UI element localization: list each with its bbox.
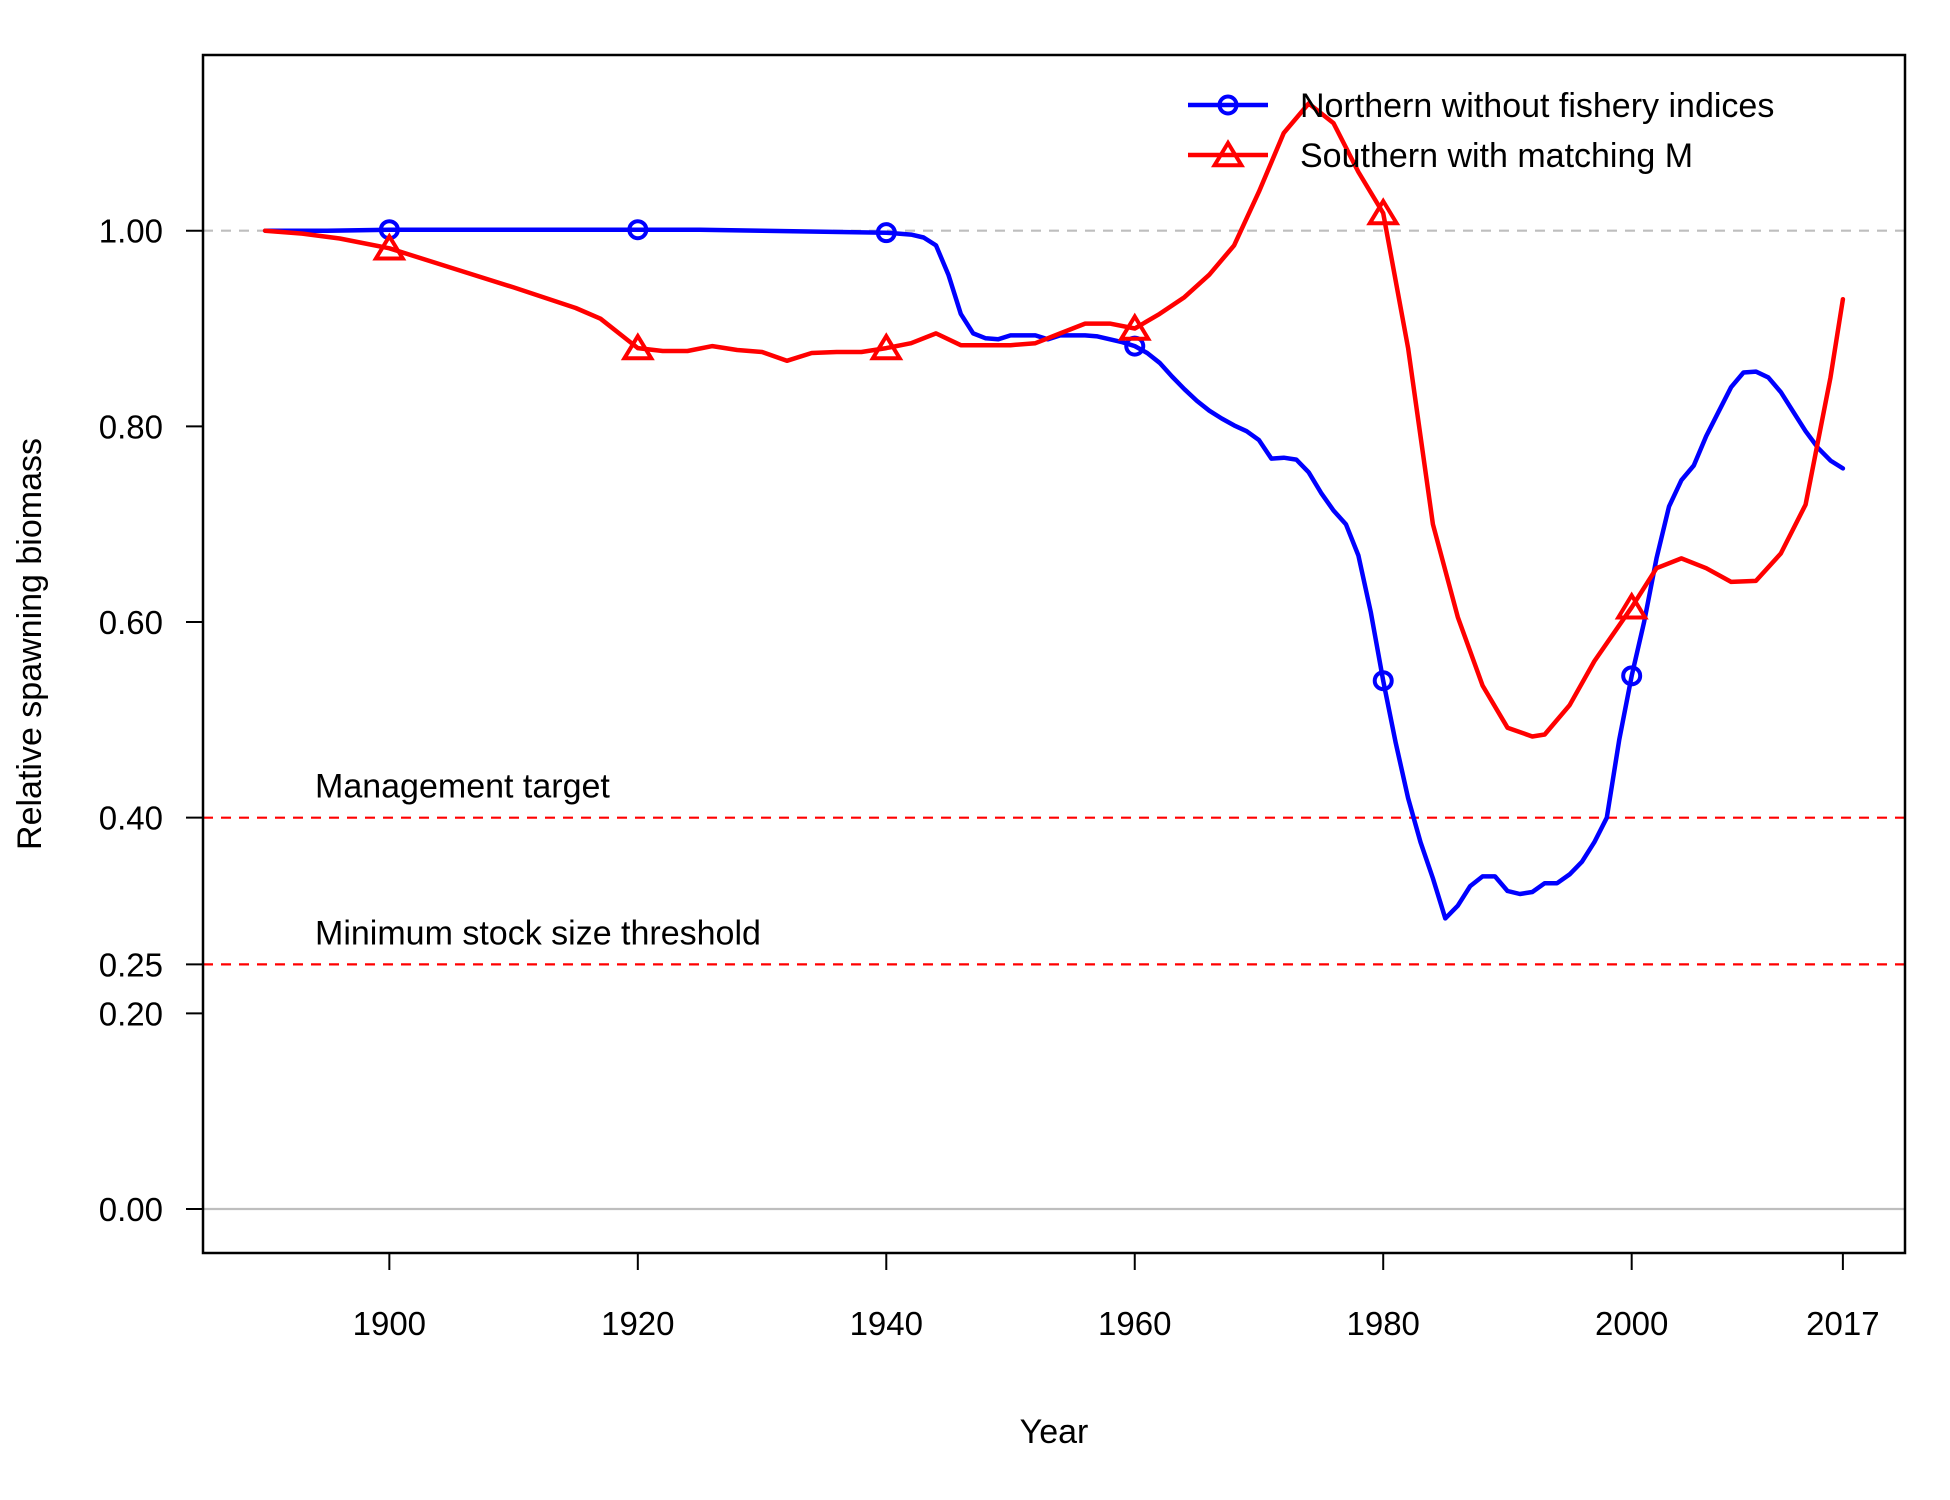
data-point-marker — [1372, 670, 1394, 692]
x-tick-label: 1980 — [1347, 1305, 1420, 1342]
series-southern — [262, 101, 1846, 739]
y-tick-label: 0.00 — [99, 1191, 163, 1228]
data-point-marker — [620, 332, 655, 361]
x-tick-label: 1900 — [353, 1305, 426, 1342]
y-tick-label: 0.25 — [99, 946, 163, 983]
y-tick-label: 0.40 — [99, 800, 163, 837]
y-axis-title: Relative spawning biomass — [11, 438, 49, 850]
data-point-marker — [875, 222, 897, 244]
reference-lines: Management target Minimum stock size thre… — [203, 229, 1905, 1211]
x-axis: 1900 1920 1940 1960 1980 2000 2017 — [353, 1252, 1880, 1342]
legend-marker — [1217, 94, 1239, 116]
y-tick-label: 0.60 — [99, 604, 163, 641]
legend-marker — [1211, 139, 1245, 168]
data-point-marker — [627, 219, 649, 241]
y-axis: 0.00 0.20 0.25 0.40 0.60 0.80 1.00 — [99, 213, 204, 1228]
x-axis-title: Year — [1020, 1413, 1089, 1451]
data-point-marker — [1366, 197, 1401, 226]
data-point-marker — [869, 332, 904, 361]
y-tick-label: 0.20 — [99, 995, 163, 1032]
reference-line-label: Minimum stock size threshold — [315, 914, 761, 952]
x-tick-label: 2000 — [1595, 1305, 1668, 1342]
x-tick-label: 2017 — [1806, 1305, 1879, 1342]
y-tick-label: 0.80 — [99, 408, 163, 445]
data-point-marker — [1621, 665, 1643, 687]
series-layer — [262, 101, 1846, 921]
series-line — [262, 227, 1846, 921]
legend: Northern without fishery indices Southern… — [1188, 87, 1774, 175]
legend-label: Northern without fishery indices — [1300, 87, 1774, 125]
data-point-marker — [1117, 312, 1152, 341]
x-tick-label: 1920 — [601, 1305, 674, 1342]
legend-label: Southern with matching M — [1300, 137, 1693, 175]
data-point-marker — [372, 232, 407, 261]
x-tick-label: 1960 — [1098, 1305, 1171, 1342]
data-point-marker — [1614, 591, 1649, 620]
series-line — [262, 101, 1846, 739]
reference-line-label: Management target — [315, 768, 610, 806]
x-tick-label: 1940 — [850, 1305, 923, 1342]
y-tick-label: 1.00 — [99, 213, 163, 250]
